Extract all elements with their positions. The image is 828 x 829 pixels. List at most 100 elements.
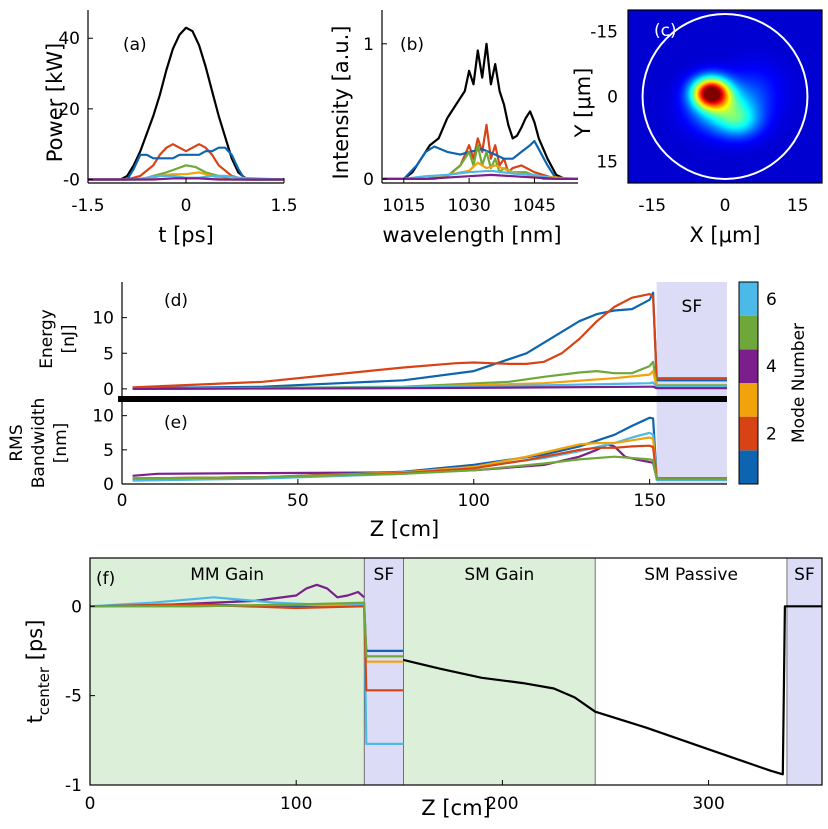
colorbar-label: Mode Number bbox=[789, 323, 809, 443]
x-tick-label: 1045 bbox=[513, 196, 556, 216]
colorbar-swatch-mode3 bbox=[739, 383, 758, 417]
series-line-mode2 bbox=[89, 603, 404, 692]
y-label-unit: [ps] bbox=[23, 620, 47, 667]
y-tick-label: 5 bbox=[103, 441, 114, 461]
x-tick-label: 15 bbox=[787, 196, 809, 216]
y-label-sub: center bbox=[35, 666, 53, 715]
y-tick-label: 10 bbox=[92, 309, 114, 329]
region-label: SM Passive bbox=[644, 565, 738, 585]
x-tick-label: 100 bbox=[280, 794, 312, 814]
panel-label: (d) bbox=[164, 291, 188, 311]
y-tick-label: -1 bbox=[65, 776, 82, 796]
y-tick-label: 5 bbox=[103, 344, 114, 364]
region-label: SM Gain bbox=[464, 565, 534, 585]
x-tick-label: 0 bbox=[117, 491, 128, 511]
x-tick-label: 0 bbox=[181, 196, 192, 216]
y-tick-label: 1 bbox=[363, 35, 374, 55]
y-tick-label: 0 bbox=[103, 475, 114, 495]
y-tick-label: -15 bbox=[590, 23, 618, 43]
y-axis-label: Power [kW] bbox=[43, 43, 67, 162]
region-shade bbox=[90, 558, 365, 785]
x-tick-label: -15 bbox=[638, 196, 666, 216]
y-tick-label: 0 bbox=[607, 88, 618, 108]
colorbar-tick-label: 6 bbox=[766, 290, 777, 310]
panel-label: (b) bbox=[400, 35, 424, 55]
x-tick-label: 200 bbox=[486, 794, 518, 814]
mode-colorbar: 2 4 6 Mode Number bbox=[738, 281, 809, 485]
x-tick-label: 50 bbox=[287, 491, 309, 511]
y-axis-label: Intensity [a.u.] bbox=[329, 26, 353, 180]
y-tick-label: 15 bbox=[596, 152, 618, 172]
y-axis-label: Y [μm] bbox=[571, 68, 595, 139]
series-line-mode5 bbox=[132, 360, 727, 390]
panel-b: 1015 1030 1045 0 1 (b) wavelength [nm] Intensit… bbox=[329, 10, 579, 247]
colorbar-frame bbox=[738, 281, 759, 485]
series-line-total bbox=[403, 605, 822, 776]
series-line-mode5 bbox=[132, 455, 727, 481]
x-tick-label: 0 bbox=[720, 196, 731, 216]
panel-label: (a) bbox=[123, 35, 147, 55]
x-axis-label: Z [cm] bbox=[421, 796, 490, 820]
x-axis-label: X [μm] bbox=[689, 223, 760, 247]
y-tick-label: 0 bbox=[103, 380, 114, 400]
colorbar-swatch-mode1 bbox=[739, 450, 758, 484]
x-tick-label: 100 bbox=[458, 491, 490, 511]
sf-region bbox=[656, 402, 727, 484]
colorbar-tick-label: 2 bbox=[766, 425, 777, 445]
y-tick-label: 20 bbox=[58, 100, 80, 120]
x-tick-label: 0 bbox=[85, 794, 96, 814]
y-axis-label: [nm] bbox=[51, 423, 71, 464]
region-shade bbox=[403, 558, 596, 785]
y-tick-label: 0 bbox=[71, 597, 82, 617]
y-axis-label: RMS bbox=[7, 424, 27, 461]
y-axis-label: Bandwidth bbox=[29, 398, 49, 489]
panel-label: (c) bbox=[654, 21, 677, 41]
colorbar-swatch-mode6 bbox=[739, 282, 758, 316]
y-tick-label: 10 bbox=[92, 407, 114, 427]
colorbar-swatch-mode2 bbox=[739, 416, 758, 451]
panel-f: MM Gain SF SM Gain SM Passive SF0 100 200 3000-… bbox=[23, 557, 823, 820]
region-shade bbox=[786, 558, 822, 785]
series-line-mode4 bbox=[89, 583, 365, 608]
region-label: SF bbox=[374, 565, 395, 585]
y-tick-label: -5 bbox=[65, 687, 82, 707]
y-tick-label: -0 bbox=[63, 170, 80, 190]
region-label: SF bbox=[794, 565, 815, 585]
y-tick-label: 0 bbox=[363, 170, 374, 190]
panel-d: 0 5 10 (d) SF Energy [nJ] bbox=[37, 282, 727, 400]
y-axis-label: Energy bbox=[37, 309, 57, 369]
plot-frame bbox=[627, 9, 823, 184]
core-boundary-circle bbox=[641, 13, 809, 180]
x-axis-label: wavelength [nm] bbox=[382, 223, 561, 247]
y-label-main: t bbox=[23, 715, 47, 723]
sf-region bbox=[656, 282, 727, 396]
panel-label: (e) bbox=[164, 413, 188, 433]
plot-frame bbox=[89, 557, 823, 786]
series-line-mode2 bbox=[88, 143, 284, 181]
series-line-mode4 bbox=[382, 173, 578, 180]
series-line-total bbox=[382, 42, 578, 180]
x-tick-label: 1030 bbox=[447, 196, 490, 216]
series-line-mode5 bbox=[90, 601, 404, 658]
y-axis-label: [nJ] bbox=[59, 324, 79, 353]
x-axis-label: t [ps] bbox=[158, 223, 214, 247]
x-axis-label: Z [cm] bbox=[370, 517, 439, 541]
x-tick-label: -1.5 bbox=[71, 196, 104, 216]
panel-label: (f) bbox=[96, 569, 115, 589]
region-shade bbox=[364, 558, 404, 785]
panel-a: -1.5 0 1.5 -0 20 40 (a) t [ps] Power [kW] bbox=[43, 10, 298, 247]
y-tick-label: 40 bbox=[58, 29, 80, 49]
series-line-mode6 bbox=[382, 169, 578, 180]
panel-separator bbox=[118, 396, 727, 402]
series-line-mode1 bbox=[132, 291, 727, 390]
panel-c: -15 0 15 -15 0 15 (c) X [μm] Y [μm] bbox=[571, 9, 823, 247]
x-tick-label: 150 bbox=[633, 491, 665, 511]
sf-region-label: SF bbox=[682, 297, 703, 317]
series-line-total bbox=[88, 26, 284, 181]
series-line-mode3 bbox=[88, 171, 284, 181]
colorbar-tick-label: 4 bbox=[766, 357, 777, 377]
heatmap-canvas bbox=[628, 10, 822, 183]
x-tick-label: 300 bbox=[692, 794, 724, 814]
series-line-mode4 bbox=[132, 385, 727, 390]
